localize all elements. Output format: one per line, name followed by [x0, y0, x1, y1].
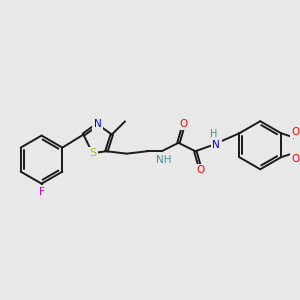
Text: S: S: [89, 148, 96, 158]
Text: O: O: [291, 127, 300, 137]
Text: O: O: [196, 166, 204, 176]
Text: O: O: [179, 118, 188, 129]
Text: NH: NH: [156, 155, 172, 165]
Text: N: N: [94, 119, 101, 129]
Text: H: H: [210, 129, 217, 139]
Text: N: N: [212, 140, 220, 150]
Text: F: F: [39, 187, 44, 197]
Text: O: O: [291, 154, 300, 164]
